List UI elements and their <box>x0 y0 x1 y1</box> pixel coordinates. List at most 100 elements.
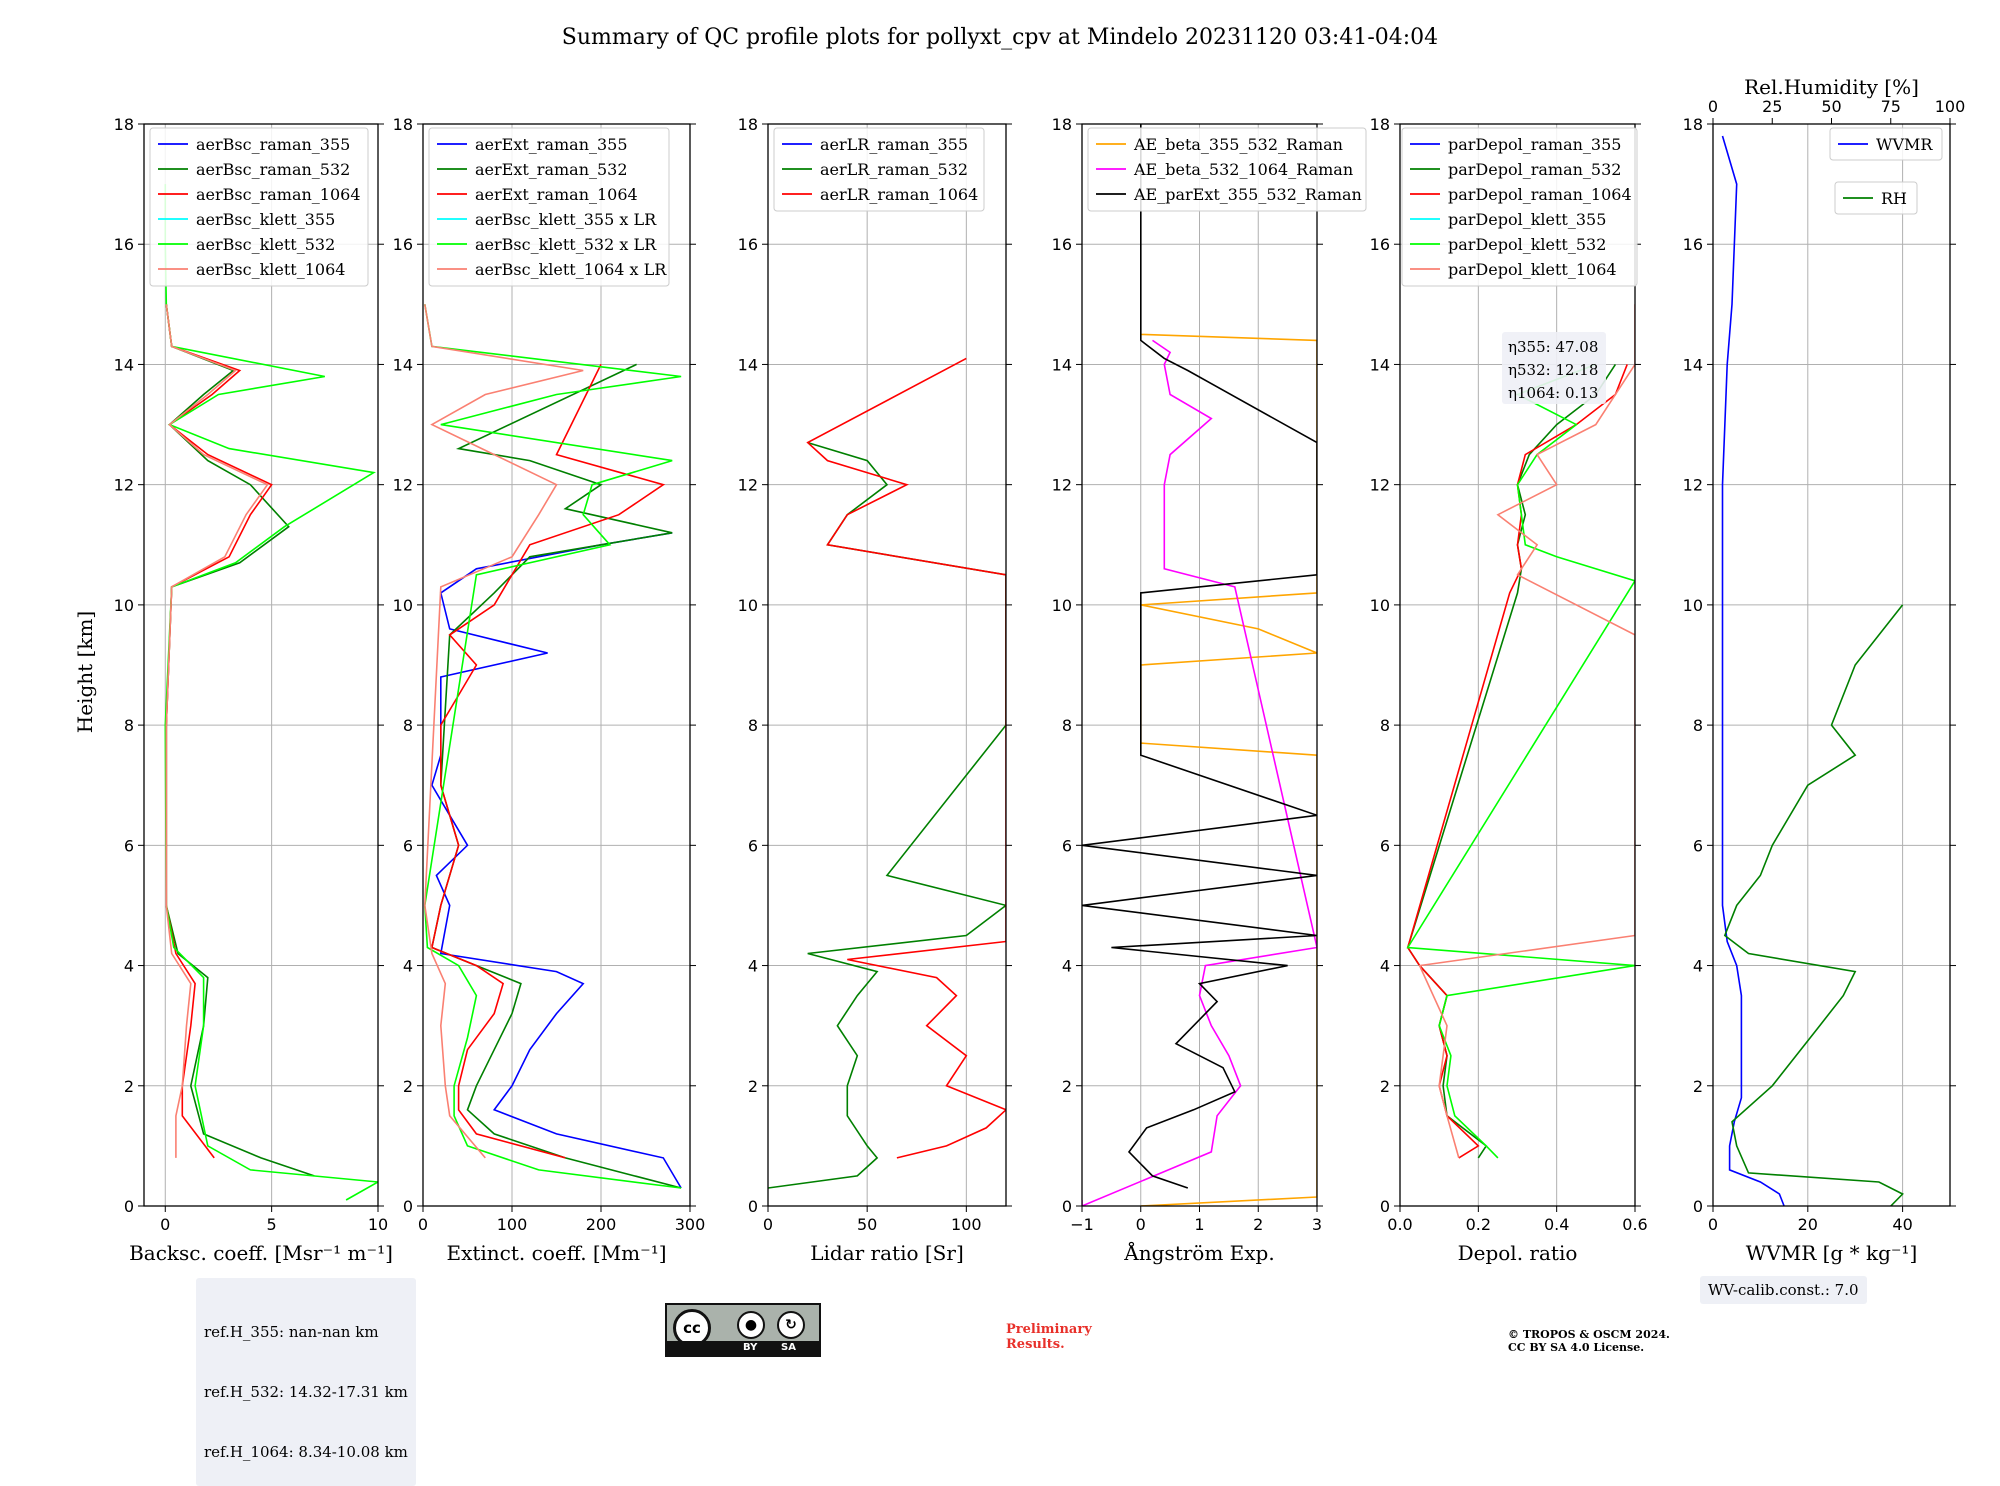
series-group <box>1721 135 1904 1206</box>
legend-label: WVMR <box>1876 135 1933 154</box>
y-axis-label: Height [km] <box>73 611 97 733</box>
y-tick-label: 16 <box>1370 235 1390 254</box>
sa-icon: ↻ <box>777 1311 805 1339</box>
ref-height-355: ref.H_355: nan-nan km <box>204 1323 379 1341</box>
y-tick-label: 2 <box>1693 1077 1703 1096</box>
legend-box <box>1401 127 1638 287</box>
y-tick-label: 12 <box>393 476 413 495</box>
x-tick-label: 0.2 <box>1466 1215 1491 1234</box>
y-tick-label: 8 <box>1380 716 1390 735</box>
y-tick-label: 10 <box>114 596 134 615</box>
legend: aerExt_raman_355 aerExt_raman_532 aerExt_r… <box>428 127 670 287</box>
ref-height-532: ref.H_532: 14.32-17.31 km <box>204 1383 408 1401</box>
annotation-line: η1064: 0.13 <box>1508 384 1598 402</box>
annotation-line: η532: 12.18 <box>1508 361 1598 379</box>
series-line-aerBsc_klett_532 <box>164 184 378 1201</box>
y-tick-label: 14 <box>114 355 134 374</box>
y-tick-label: 0 <box>1693 1197 1703 1216</box>
x-tick-label: 0 <box>1136 1215 1146 1234</box>
y-tick-label: 4 <box>1062 957 1072 976</box>
top-x-tick-label: 50 <box>1821 97 1841 116</box>
legend-label: aerBsc_klett_532 x LR <box>475 235 657 254</box>
series-group <box>1406 304 1635 1159</box>
axes-frame <box>422 123 691 1207</box>
y-tick-label: 14 <box>393 355 413 374</box>
y-tick-label: 0 <box>1380 1197 1390 1216</box>
eta-annotation: η355: 47.08 η532: 12.18 η1064: 0.13 <box>1502 332 1606 404</box>
y-tick-label: 12 <box>1683 476 1703 495</box>
y-tick-label: 16 <box>114 235 134 254</box>
series-line-RH <box>1723 604 1904 1206</box>
y-tick-label: 2 <box>1062 1077 1072 1096</box>
x-tick-label: −1 <box>1070 1215 1094 1234</box>
series-group <box>768 357 1006 1189</box>
badge-bar <box>667 1341 819 1355</box>
x-tick-label: 2 <box>1253 1215 1263 1234</box>
y-tick-label: 12 <box>114 476 134 495</box>
series-line-aerBsc_klett_1064 x LR <box>423 304 584 1159</box>
y-tick-label: 8 <box>1693 716 1703 735</box>
legend-box <box>428 127 670 287</box>
y-tick-label: 18 <box>1683 115 1703 134</box>
legend-label: aerLR_raman_532 <box>820 160 968 179</box>
cc-license-badge[interactable]: cc ● ↻ BY SA <box>665 1303 821 1357</box>
legend-label: parDepol_raman_532 <box>1448 160 1621 179</box>
figure-title: Summary of QC profile plots for pollyxt_… <box>562 25 1438 50</box>
x-tick-label: 10 <box>368 1215 388 1234</box>
y-tick-label: 6 <box>1693 836 1703 855</box>
sa-label: SA <box>781 1342 796 1353</box>
y-tick-label: 10 <box>1052 596 1072 615</box>
legend-box <box>773 127 985 212</box>
legend-label: aerExt_raman_532 <box>475 160 628 179</box>
y-tick-label: 2 <box>748 1077 758 1096</box>
by-icon: ● <box>737 1311 765 1339</box>
series-line-aerBsc_klett_1064 <box>165 304 269 1158</box>
legend-label: aerLR_raman_355 <box>820 135 968 154</box>
y-tick-label: 4 <box>124 957 134 976</box>
panel-lr: 0 2 4 6 8 10 12 14 16 18 0 50 100 Lidar ratio [Sr] aer… <box>738 115 1012 1265</box>
wv-calib-box: WV-calib.const.: 7.0 <box>1700 1276 1867 1304</box>
legend-rh: RH <box>1834 181 1918 215</box>
ref-height-box: ref.H_355: nan-nan km ref.H_532: 14.32-1… <box>196 1278 416 1486</box>
y-tick-label: 18 <box>114 115 134 134</box>
axes-frame <box>1712 123 1951 1207</box>
legend: AE_beta_355_532_Raman AE_beta_532_1064_Ra… <box>1087 127 1367 212</box>
y-tick-label: 16 <box>738 235 758 254</box>
y-tick-label: 8 <box>124 716 134 735</box>
legend-wvmr: WVMR <box>1829 127 1943 161</box>
y-tick-label: 8 <box>748 716 758 735</box>
preliminary-note: Preliminary Results. <box>1006 1322 1092 1352</box>
y-tick-label: 0 <box>124 1197 134 1216</box>
legend-label: aerBsc_raman_532 <box>196 160 350 179</box>
ref-height-1064: ref.H_1064: 8.34-10.08 km <box>204 1443 408 1461</box>
x-tick-label: 0.4 <box>1544 1215 1569 1234</box>
panel-bsc: 0 2 4 6 8 10 12 14 16 18 0 5 10 Backsc. coeff. [Msr⁻¹… <box>114 115 393 1265</box>
y-tick-label: 18 <box>1052 115 1072 134</box>
x-tick-label: 0 <box>1708 1215 1718 1234</box>
preliminary-line-2: Results. <box>1006 1337 1065 1352</box>
series-group <box>164 184 378 1201</box>
x-tick-label: 50 <box>857 1215 877 1234</box>
legend-label: parDepol_klett_532 <box>1448 235 1606 254</box>
x-tick-label: 200 <box>586 1215 617 1234</box>
x-tick-label: 100 <box>497 1215 528 1234</box>
legend-label: aerBsc_raman_1064 <box>196 185 361 204</box>
y-tick-label: 16 <box>393 235 413 254</box>
y-tick-label: 12 <box>1052 476 1072 495</box>
y-tick-label: 14 <box>1683 355 1703 374</box>
legend-label: aerBsc_klett_1064 x LR <box>475 260 667 279</box>
legend-label: aerExt_raman_355 <box>475 135 628 154</box>
y-tick-label: 6 <box>1062 836 1072 855</box>
series-line-parDepol_klett_1064 <box>1418 304 1635 1159</box>
y-tick-label: 0 <box>403 1197 413 1216</box>
series-line-aerExt_raman_532 <box>430 363 682 1189</box>
y-tick-label: 16 <box>1052 235 1072 254</box>
y-tick-label: 16 <box>1683 235 1703 254</box>
y-tick-label: 10 <box>738 596 758 615</box>
x-tick-label: 40 <box>1892 1215 1912 1234</box>
annotation-line: η355: 47.08 <box>1508 338 1598 356</box>
y-tick-label: 18 <box>1370 115 1390 134</box>
x-tick-label: 300 <box>675 1215 706 1234</box>
